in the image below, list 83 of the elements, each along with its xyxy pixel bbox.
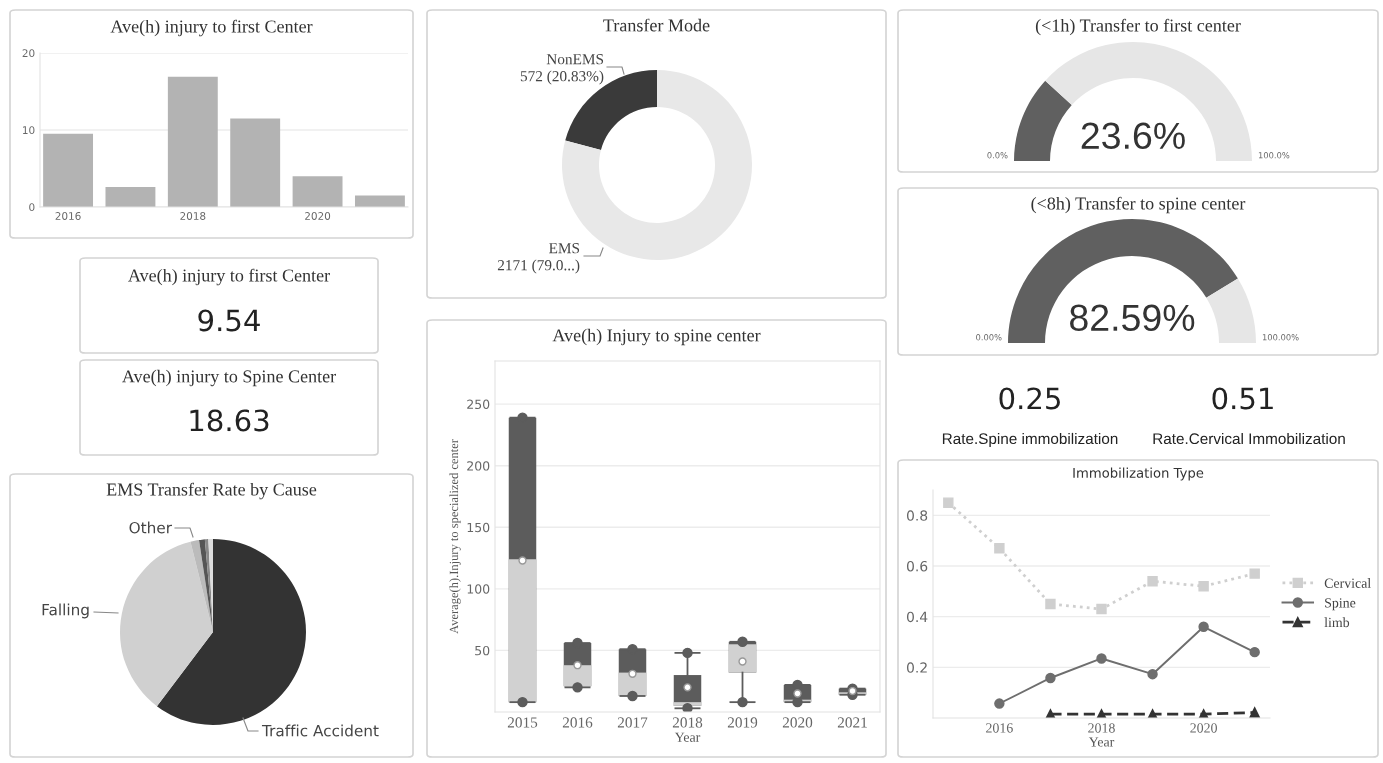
legend-label: Spine	[1325, 598, 1356, 611]
pie-slice	[190, 540, 213, 632]
slice-label: Falling	[42, 603, 89, 619]
bar	[105, 186, 156, 207]
chart-title: Transfer Mode	[603, 18, 710, 32]
text: 100.0%	[1258, 152, 1290, 159]
y-tick-label: 0	[29, 203, 35, 212]
x-tick-label: 2018	[1088, 723, 1115, 733]
text: 82.59%	[1070, 304, 1195, 332]
point	[1045, 672, 1056, 684]
text: 0.51	[1212, 387, 1273, 410]
x-tick-label: 2019	[727, 717, 758, 728]
slice-label: Other	[129, 521, 172, 534]
x-tick-label: 2015	[507, 717, 538, 728]
bar	[230, 118, 281, 207]
x-axis-title: Year	[674, 732, 701, 742]
chart-title: Ave(h) injury to first Center	[110, 19, 313, 37]
x-tick-label: 2016	[562, 717, 593, 728]
y-axis-title: Average(h).Injury to specialized center	[449, 439, 461, 634]
pie-slice	[120, 541, 213, 707]
point	[1198, 621, 1209, 633]
chart-title: Ave(h) Injury to spine center	[552, 328, 761, 346]
point	[994, 543, 1005, 554]
point	[1198, 581, 1209, 592]
slice-label: Traffic Accident	[261, 724, 379, 737]
text: Rate.Spine immobilization	[942, 432, 1118, 448]
pie-slice	[199, 539, 213, 632]
text: Ave(h) injury to first Center	[128, 268, 330, 286]
data-label: 2171 (79.0...)	[497, 259, 580, 274]
data-label: 572 (20.83%)	[520, 70, 604, 85]
y-tick-label: 0.6	[906, 560, 928, 572]
text: Ave(h) injury to Spine Center	[122, 369, 336, 387]
text: 0.25	[999, 387, 1060, 410]
x-tick-label: 2016	[986, 723, 1013, 733]
slice-label: EMS	[549, 243, 580, 254]
chart-title: EMS Transfer Rate by Cause	[106, 482, 317, 500]
x-tick-label: 2017	[617, 717, 648, 728]
x-tick-label: 2021	[837, 717, 867, 728]
chart-title: Immobilization Type	[1073, 467, 1204, 481]
legend-label: Cervical	[1324, 578, 1371, 588]
x-tick-label: 2020	[782, 717, 813, 728]
y-tick-label: 150	[467, 522, 490, 533]
point	[1147, 668, 1158, 680]
text: 0.00%	[976, 334, 1002, 341]
x-tick-label: 2016	[55, 212, 81, 220]
chart-title: (<8h) Transfer to spine center	[1031, 196, 1246, 214]
y-tick-label: 0.4	[906, 611, 928, 623]
x-tick-label: 2020	[305, 212, 331, 220]
y-tick-label: 0.2	[906, 662, 927, 673]
chart-title: (<1h) Transfer to first center	[1035, 18, 1241, 36]
point	[1249, 568, 1260, 579]
point	[1096, 653, 1107, 664]
y-tick-label: 200	[467, 461, 490, 471]
text: 18.63	[190, 409, 269, 432]
text: 100.00%	[1262, 334, 1299, 341]
text: 23.6%	[1081, 122, 1185, 150]
text: 9.54	[198, 309, 260, 332]
y-tick-label: 50	[475, 645, 490, 656]
x-axis-title: Year	[1088, 737, 1115, 747]
point	[1096, 603, 1107, 615]
legend-label: limb	[1324, 617, 1350, 628]
point	[1249, 707, 1260, 718]
bar	[292, 176, 343, 207]
x-tick-label: 2018	[672, 717, 703, 728]
point	[1045, 598, 1056, 610]
text: Rate.Cervical Immobilization	[1153, 432, 1345, 445]
y-tick-label: 250	[467, 399, 490, 410]
point	[994, 698, 1005, 709]
x-tick-label: 2018	[180, 212, 206, 220]
bar	[354, 195, 405, 207]
bar	[167, 76, 218, 207]
x-tick-label: 2020	[1190, 723, 1217, 733]
y-tick-label: 0.8	[906, 510, 928, 521]
y-tick-label: 10	[23, 126, 35, 135]
y-tick-label: 20	[22, 49, 35, 58]
point	[1249, 646, 1260, 658]
point	[1147, 575, 1158, 587]
y-tick-label: 100	[467, 584, 490, 594]
slice-label: NonEMS	[546, 54, 604, 65]
pie-slice	[156, 539, 306, 725]
text: 0.0%	[987, 152, 1008, 159]
point	[943, 497, 954, 508]
bar	[43, 133, 94, 207]
